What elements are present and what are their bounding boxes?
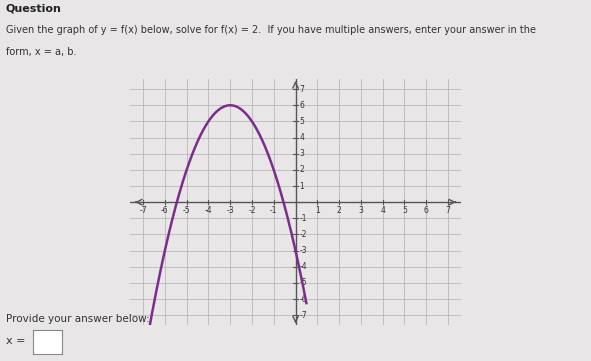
Text: 4: 4 <box>300 133 304 142</box>
Text: Provide your answer below:: Provide your answer below: <box>6 314 150 324</box>
Text: 5: 5 <box>402 206 407 215</box>
Text: x =: x = <box>6 336 25 346</box>
Text: Question: Question <box>6 4 62 14</box>
Text: -1: -1 <box>300 214 307 223</box>
Text: 3: 3 <box>358 206 363 215</box>
Text: -7: -7 <box>300 311 307 320</box>
Text: 5: 5 <box>300 117 304 126</box>
Text: -3: -3 <box>226 206 234 215</box>
Text: -6: -6 <box>161 206 168 215</box>
Text: -7: -7 <box>139 206 147 215</box>
Text: 2: 2 <box>300 165 304 174</box>
Text: 7: 7 <box>446 206 450 215</box>
Text: -4: -4 <box>300 262 307 271</box>
Text: 7: 7 <box>300 84 304 93</box>
Text: -2: -2 <box>248 206 256 215</box>
Text: 6: 6 <box>300 101 304 110</box>
Text: 4: 4 <box>380 206 385 215</box>
Text: -2: -2 <box>300 230 307 239</box>
Text: 6: 6 <box>424 206 428 215</box>
Text: form, x = a, b.: form, x = a, b. <box>6 47 76 57</box>
Text: -6: -6 <box>300 295 307 304</box>
Text: -3: -3 <box>300 246 307 255</box>
Text: 3: 3 <box>300 149 304 158</box>
Text: 2: 2 <box>337 206 342 215</box>
Text: -1: -1 <box>270 206 278 215</box>
Text: 1: 1 <box>300 182 304 191</box>
Text: -5: -5 <box>300 278 307 287</box>
Text: -5: -5 <box>183 206 190 215</box>
Text: 1: 1 <box>315 206 320 215</box>
Text: Given the graph of y = f(x) below, solve for f(x) = 2.  If you have multiple ans: Given the graph of y = f(x) below, solve… <box>6 25 536 35</box>
Text: -4: -4 <box>204 206 212 215</box>
